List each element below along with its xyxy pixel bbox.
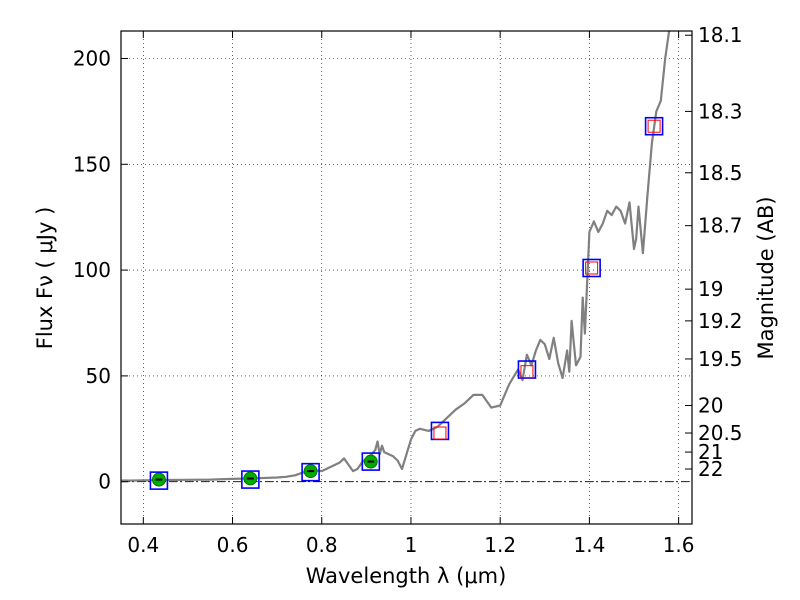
y-tick-label: 0 [98,470,111,494]
y-tick-label: 200 [73,47,111,71]
right-tick-label: 18.5 [698,161,743,185]
y-axis-ticks: 0 50 100 150 200 [73,47,128,494]
model-photometry-marker [644,116,664,136]
model-spectrum-line [121,31,675,482]
right-tick-label: 18.7 [698,214,743,238]
x-tick-label: 1.4 [573,533,605,557]
right-tick-label: 21 [698,440,723,464]
right-tick-label: 19.5 [698,347,743,371]
right-tick-label: 20 [698,394,723,418]
plot-frame [120,30,693,525]
model-inner-marker [520,365,534,379]
model-inner-marker [433,426,447,440]
y-axis-label: Flux Fν ( μJy ) [33,207,57,350]
model-photometry-marker [301,462,320,482]
model-photometry-marker [149,471,169,490]
x-axis-ticks: 0.4 0.6 0.8 1 1.2 1.4 1.6 [127,31,695,557]
right-tick-label: 20.5 [698,421,743,445]
right-tick-label: 19 [698,277,723,301]
series-layer [121,31,675,490]
model-photometry-marker [361,452,381,471]
right-tick-label: 22 [698,457,723,481]
x-tick-label: 1 [405,533,418,557]
x-axis-label: Wavelength λ (μm) [306,564,507,588]
x-tick-label: 0.8 [306,533,338,557]
x-tick-label: 1.2 [484,533,516,557]
model-inner-marker [647,119,661,133]
right-tick-label: 18.1 [698,23,743,47]
y-tick-label: 50 [86,364,111,388]
y-tick-label: 100 [73,258,111,282]
model-inner-marker [585,261,599,275]
right-tick-label: 19.2 [698,309,743,333]
right-tick-label: 18.3 [698,99,743,123]
y-tick-label: 150 [73,152,111,176]
right-axis-label: Magnitude (AB) [754,196,778,359]
x-tick-label: 1.6 [663,533,695,557]
model-photometry-marker [241,470,260,489]
x-tick-label: 0.4 [127,533,159,557]
model-photometry-marker [582,258,601,278]
x-tick-label: 0.6 [217,533,249,557]
